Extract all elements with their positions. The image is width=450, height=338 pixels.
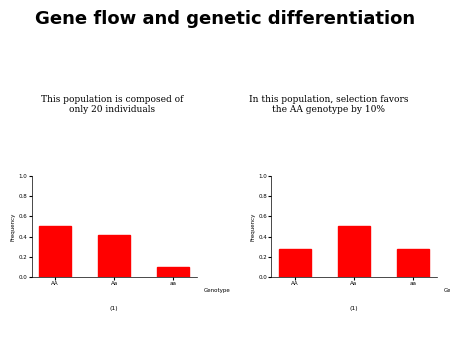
Bar xyxy=(338,226,370,277)
Bar xyxy=(396,249,429,277)
Y-axis label: Frequency: Frequency xyxy=(11,212,16,241)
Text: Gene flow and genetic differentiation: Gene flow and genetic differentiation xyxy=(35,10,415,28)
Bar xyxy=(98,235,130,277)
Bar xyxy=(157,267,189,277)
Text: In this population, selection favors
the AA genotype by 10%: In this population, selection favors the… xyxy=(249,95,408,114)
Text: This population is composed of
only 20 individuals: This population is composed of only 20 i… xyxy=(41,95,184,114)
Bar xyxy=(279,249,311,277)
Text: (1): (1) xyxy=(110,306,118,311)
Y-axis label: Frequency: Frequency xyxy=(251,212,256,241)
Text: Genotype: Genotype xyxy=(443,288,450,293)
Bar xyxy=(39,226,72,277)
Text: Genotype: Genotype xyxy=(204,288,230,293)
Text: (1): (1) xyxy=(350,306,358,311)
